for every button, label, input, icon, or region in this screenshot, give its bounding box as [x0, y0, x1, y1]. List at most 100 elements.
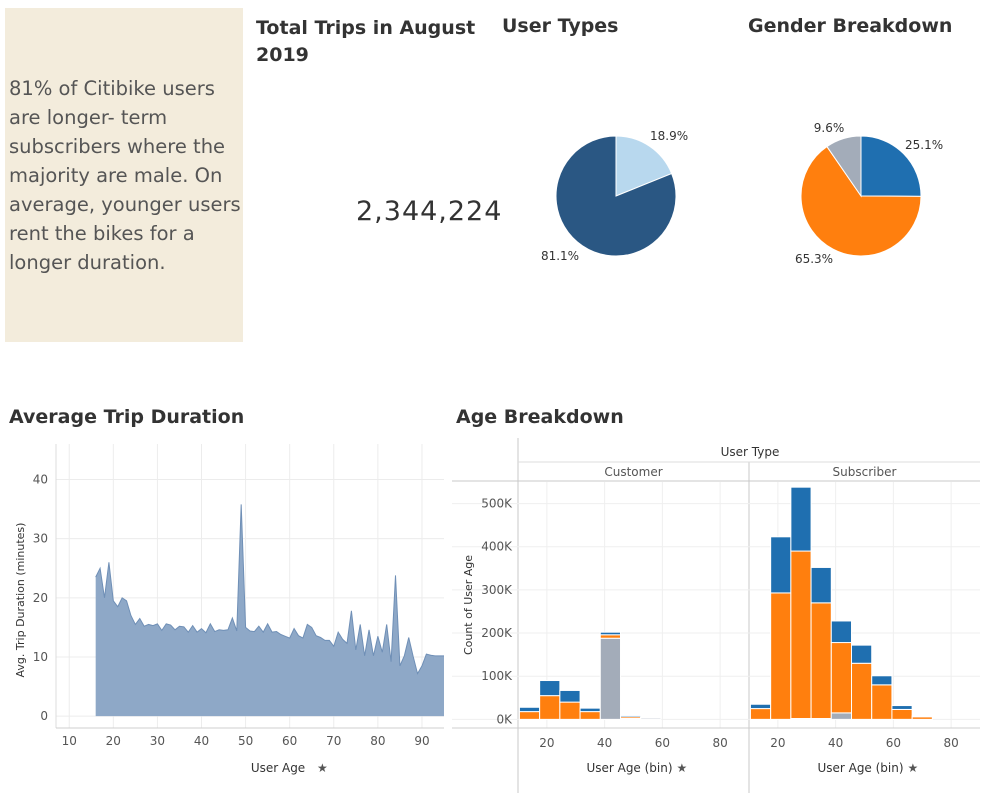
x-tick-label: 30 [150, 734, 165, 748]
y-tick-label: 400K [481, 540, 513, 554]
x-tick-label: 80 [370, 734, 385, 748]
total-trips-value: 2,344,224 [356, 196, 503, 227]
summary-note: 81% of Citibike users are longer- term s… [9, 74, 241, 277]
x-tick-label: 20 [539, 736, 554, 750]
histogram-bar [830, 642, 853, 714]
x-tick-label: 40 [597, 736, 612, 750]
user-types-pie-chart: 18.9% 81.1% [541, 129, 688, 263]
y-tick-label: 20 [33, 591, 48, 605]
histogram-bar [579, 707, 601, 713]
histogram-bar [579, 711, 601, 720]
pie-slice-label: 81.1% [541, 249, 579, 263]
avg-duration-chart: 10 20 30 40 50 60 70 80 90 0 10 20 30 40 User Age ★ Avg.… [14, 444, 444, 775]
summary-note-line: rent the bikes for a [9, 222, 195, 245]
histogram-bar [770, 536, 792, 594]
pie-slice [615, 135, 673, 197]
facet-panel-label: Subscriber [833, 465, 897, 479]
total-trips-title: Total Trips in August 2019 [256, 15, 475, 69]
pie-slice [826, 135, 862, 198]
y-tick-label: 300K [481, 583, 513, 597]
histogram-bar [539, 695, 561, 720]
histogram-bar [770, 592, 792, 720]
total-trips-title-line: 2019 [256, 44, 309, 66]
histogram-bar [599, 637, 622, 720]
histogram-bar [871, 684, 893, 720]
pin-icon: ★ [908, 761, 919, 775]
y-tick-label: 100K [481, 669, 513, 683]
y-tick-label: 0K [496, 712, 513, 726]
x-axis-label: User Age (bin) [817, 761, 903, 775]
x-tick-label: 80 [712, 736, 727, 750]
histogram-bar [830, 712, 853, 720]
y-tick-label: 30 [33, 532, 48, 546]
histogram-bar [911, 715, 933, 718]
avg-duration-title: Average Trip Duration [9, 406, 245, 428]
x-tick-label: 40 [828, 736, 843, 750]
histogram-bar [851, 662, 873, 720]
histogram-bar [810, 566, 832, 604]
y-axis-label: Count of User Age [462, 555, 475, 655]
x-tick-label: 20 [106, 734, 121, 748]
duration-area [95, 504, 444, 717]
x-tick-label: 40 [194, 734, 209, 748]
histogram-bar [599, 631, 622, 636]
duration-line [95, 504, 444, 675]
y-tick-label: 10 [33, 650, 48, 664]
pie-slice-label: 25.1% [905, 138, 943, 152]
histogram-bar [790, 550, 812, 720]
summary-note-line: longer duration. [9, 251, 166, 274]
histogram-bar [559, 701, 581, 720]
histogram-bar [620, 714, 642, 718]
pie-slice [800, 145, 922, 257]
histogram-bar [891, 705, 913, 710]
x-tick-label: 60 [886, 736, 901, 750]
histogram-bar [871, 675, 893, 686]
pin-icon: ★ [317, 761, 328, 775]
x-tick-label: 90 [414, 734, 429, 748]
x-tick-label: 60 [282, 734, 297, 748]
x-tick-label: 70 [326, 734, 341, 748]
x-tick-label: 80 [943, 736, 958, 750]
histogram-bar [599, 634, 622, 639]
y-tick-label: 500K [481, 497, 513, 511]
user-types-title: User Types [502, 15, 619, 37]
histogram-bar [518, 706, 541, 713]
summary-note-line: are longer- term [9, 106, 168, 129]
pie-slice-label: 18.9% [650, 129, 688, 143]
x-tick-label: 50 [238, 734, 253, 748]
histogram-bar [810, 602, 832, 720]
facet-panel-label: Customer [604, 465, 662, 479]
histogram-bar [749, 708, 772, 720]
pin-icon: ★ [677, 761, 688, 775]
summary-note-line: 81% of Citibike users [9, 77, 215, 100]
histogram-bar [559, 689, 581, 703]
gender-breakdown-title: Gender Breakdown [748, 15, 953, 37]
y-axis-label: Avg. Trip Duration (minutes) [14, 523, 27, 678]
histogram-bar [851, 644, 873, 664]
histogram-bar [790, 486, 812, 552]
y-tick-label: 0 [40, 709, 48, 723]
x-tick-label: 10 [62, 734, 77, 748]
histogram-bar [891, 708, 913, 720]
summary-note-line: majority are male. On [9, 164, 223, 187]
summary-note-line: average, younger users [9, 193, 241, 216]
y-tick-label: 200K [481, 626, 513, 640]
y-tick-label: 40 [33, 473, 48, 487]
x-axis-label: User Age (bin) [586, 761, 672, 775]
histogram-bar [539, 680, 561, 697]
pie-slice [860, 135, 922, 197]
facet-header-title: User Type [721, 445, 780, 459]
histogram-bar [830, 620, 853, 644]
x-tick-label: 20 [770, 736, 785, 750]
summary-note-line: subscribers where the [9, 135, 226, 158]
histogram-bar [640, 716, 662, 718]
pie-slice-label: 9.6% [814, 121, 845, 135]
gender-pie-chart: 25.1% 65.3% 9.6% [795, 121, 943, 266]
pie-slice [555, 135, 677, 257]
summary-note-box [5, 8, 243, 342]
x-axis-label: User Age [251, 761, 305, 775]
histogram-bar [749, 703, 772, 710]
age-breakdown-title: Age Breakdown [456, 406, 624, 428]
age-breakdown-chart: User Type Customer Subscriber 0K 100K 200K 300… [452, 438, 980, 793]
histogram-bar [518, 711, 541, 720]
